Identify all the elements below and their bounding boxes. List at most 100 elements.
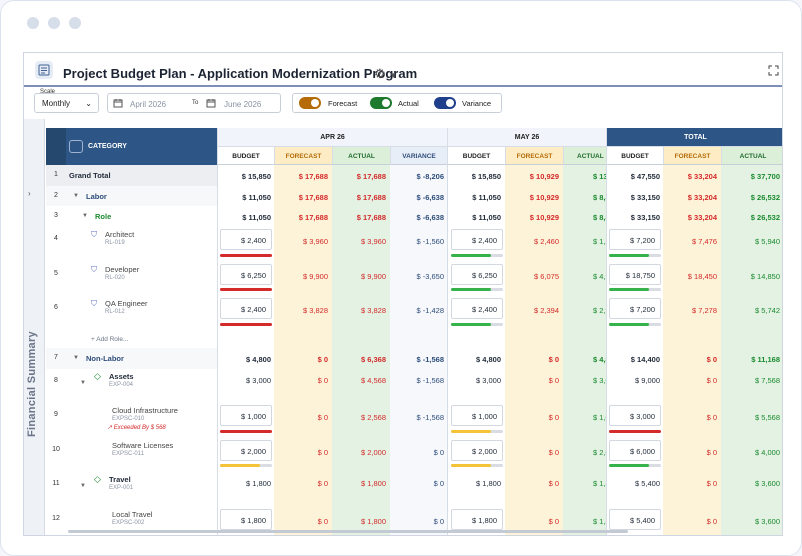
- row-name[interactable]: Cloud Infrastructure: [112, 406, 178, 415]
- cell-apr-v[interactable]: $ -1,568: [416, 355, 444, 364]
- cell-apr-f[interactable]: $ 0: [317, 376, 328, 385]
- cell-tot-a[interactable]: $ 7,568: [754, 376, 780, 385]
- cell-apr-v[interactable]: $ -6,638: [416, 193, 444, 202]
- row-name[interactable]: Labor: [86, 192, 107, 201]
- cell-apr-v[interactable]: $ -1,560: [416, 237, 444, 246]
- row-name[interactable]: Assets: [109, 372, 134, 381]
- cell-apr-f[interactable]: $ 17,688: [298, 213, 328, 222]
- cell-may-f[interactable]: $ 0: [548, 448, 559, 457]
- cell-apr-b[interactable]: $ 4,800: [245, 355, 271, 364]
- cell-may-b[interactable]: $ 1,800: [475, 479, 501, 488]
- cell-apr-b[interactable]: $ 15,850: [241, 172, 271, 181]
- cell-tot-f[interactable]: $ 0: [706, 479, 717, 488]
- budget-input[interactable]: $ 18,750: [609, 264, 661, 285]
- budget-header[interactable]: BUDGET: [217, 146, 274, 165]
- cell-apr-v[interactable]: $ -3,650: [416, 272, 444, 281]
- cell-apr-a[interactable]: $ 6,368: [360, 355, 386, 364]
- cell-apr-a[interactable]: $ 4,568: [360, 376, 386, 385]
- cell-may-a[interactable]: $ 2,9: [593, 306, 606, 315]
- table-row[interactable]: 7 ▼ Non-Labor $ 4,800 $ 4,800 $ 14,400 $ 0 $ 6,…: [46, 348, 782, 369]
- expand-triangle-icon[interactable]: ▼: [80, 380, 86, 386]
- cell-tot-f[interactable]: $ 0: [706, 448, 717, 457]
- variance-toggle[interactable]: [434, 97, 456, 109]
- cell-may-f[interactable]: $ 0: [548, 517, 559, 526]
- table-row[interactable]: 12 Local Travel EXPSC-002 $ 1,800 $ 1,800 $ 5…: [46, 507, 782, 535]
- budget-input[interactable]: $ 7,200: [609, 298, 661, 319]
- calendar-icon[interactable]: [206, 98, 216, 108]
- cell-apr-a[interactable]: $ 2,000: [360, 448, 386, 457]
- cell-may-f[interactable]: $ 10,929: [529, 193, 559, 202]
- cell-tot-a[interactable]: $ 26,532: [750, 193, 780, 202]
- row-name[interactable]: QA Engineer: [105, 299, 148, 308]
- cell-may-f[interactable]: $ 10,929: [529, 172, 559, 181]
- cell-tot-f[interactable]: $ 33,204: [687, 193, 717, 202]
- budget-input[interactable]: $ 6,250: [220, 264, 272, 285]
- cell-may-b[interactable]: $ 3,000: [475, 376, 501, 385]
- expand-triangle-icon[interactable]: ▼: [73, 355, 79, 361]
- cell-may-a[interactable]: $ 1,0: [593, 413, 606, 422]
- cell-tot-f[interactable]: $ 0: [706, 355, 717, 364]
- table-row[interactable]: 5 ⛉ Developer RL-020 $ 6,250 $ 6,250 $ 18,750 $…: [46, 262, 782, 296]
- actual-header[interactable]: ACTUAL: [332, 146, 390, 165]
- expand-icon[interactable]: [768, 65, 779, 76]
- calendar-icon[interactable]: [113, 98, 123, 108]
- cell-apr-a[interactable]: $ 2,568: [360, 413, 386, 422]
- cell-may-b[interactable]: $ 11,050: [472, 213, 501, 222]
- cell-may-a[interactable]: $ 3,0: [593, 376, 606, 385]
- cell-may-a[interactable]: $ 1,8: [593, 479, 606, 488]
- cell-apr-v[interactable]: $ -1,428: [416, 306, 444, 315]
- row-name[interactable]: Role: [95, 212, 112, 221]
- cell-may-a[interactable]: $ 4,8: [593, 355, 606, 364]
- budget-input[interactable]: $ 3,000: [609, 405, 661, 426]
- cell-may-f[interactable]: $ 2,394: [533, 306, 559, 315]
- row-name[interactable]: Software Licenses: [112, 441, 174, 450]
- cell-tot-b[interactable]: $ 5,400: [634, 479, 660, 488]
- table-row[interactable]: 10 Software Licenses EXPSC-011 $ 2,000 $ 2,0…: [46, 438, 782, 472]
- cell-apr-f[interactable]: $ 3,828: [302, 306, 328, 315]
- cell-tot-f[interactable]: $ 33,204: [687, 172, 717, 181]
- forecast-header[interactable]: FORECAST: [663, 146, 721, 165]
- table-row[interactable]: 2 ▼ Labor $ 11,050 $ 11,050 $ 33,150 $ 17,688 $…: [46, 186, 782, 206]
- cell-may-f[interactable]: $ 0: [548, 479, 559, 488]
- budget-input[interactable]: $ 2,400: [451, 229, 503, 250]
- cell-apr-f[interactable]: $ 0: [317, 517, 328, 526]
- cell-may-b[interactable]: $ 11,050: [472, 193, 501, 202]
- budget-input[interactable]: $ 2,000: [220, 440, 272, 461]
- budget-input[interactable]: $ 5,400: [609, 509, 661, 530]
- budget-input[interactable]: $ 2,400: [220, 298, 272, 319]
- cell-tot-f[interactable]: $ 7,278: [691, 306, 717, 315]
- cell-tot-b[interactable]: $ 14,400: [630, 355, 660, 364]
- add-role-button[interactable]: + Add Role...: [91, 336, 129, 343]
- cell-apr-v[interactable]: $ 0: [433, 517, 444, 526]
- chevron-down-icon[interactable]: ▼: [389, 71, 398, 80]
- actual-toggle[interactable]: [370, 97, 392, 109]
- category-header[interactable]: CATEGORY: [46, 128, 217, 165]
- cell-tot-a[interactable]: $ 11,168: [751, 355, 780, 364]
- cell-tot-f[interactable]: $ 0: [706, 376, 717, 385]
- row-name[interactable]: Grand Total: [69, 171, 111, 180]
- budget-input[interactable]: $ 1,000: [220, 405, 272, 426]
- cell-may-b[interactable]: $ 4,800: [475, 355, 501, 364]
- cell-tot-f[interactable]: $ 33,204: [687, 213, 717, 222]
- cell-apr-a[interactable]: $ 3,828: [360, 306, 386, 315]
- budget-input[interactable]: $ 7,200: [609, 229, 661, 250]
- cell-tot-a[interactable]: $ 5,742: [754, 306, 780, 315]
- date-from-input[interactable]: April 2026: [130, 100, 167, 109]
- cell-tot-b[interactable]: $ 33,150: [630, 193, 660, 202]
- cell-apr-a[interactable]: $ 3,960: [360, 237, 386, 246]
- cell-apr-v[interactable]: $ -6,638: [416, 213, 444, 222]
- budget-input[interactable]: $ 2,400: [220, 229, 272, 250]
- cell-may-f[interactable]: $ 6,075: [533, 272, 559, 281]
- cell-may-f[interactable]: $ 0: [548, 413, 559, 422]
- cell-may-a[interactable]: $ 4,9: [593, 272, 606, 281]
- cell-apr-f[interactable]: $ 0: [317, 479, 328, 488]
- actual-header[interactable]: ACTUAL: [563, 146, 606, 165]
- window-dot-icon[interactable]: [69, 17, 81, 29]
- cell-tot-a[interactable]: $ 3,600: [754, 517, 780, 526]
- cell-apr-f[interactable]: $ 9,900: [302, 272, 328, 281]
- cell-apr-v[interactable]: $ 0: [433, 479, 444, 488]
- budget-input[interactable]: $ 2,000: [451, 440, 503, 461]
- date-until-input[interactable]: June 2026: [224, 100, 262, 109]
- cell-apr-f[interactable]: $ 17,688: [298, 193, 328, 202]
- cell-apr-b[interactable]: $ 1,800: [245, 479, 271, 488]
